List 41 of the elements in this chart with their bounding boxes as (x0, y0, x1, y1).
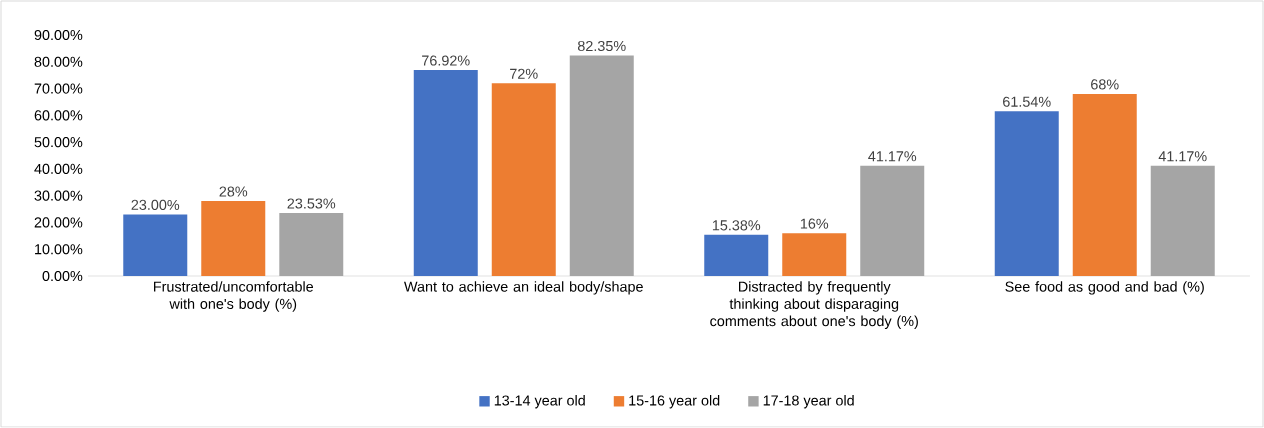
bar (1150, 165, 1215, 276)
y-tick-label: 30.00% (34, 190, 83, 201)
bar (1072, 93, 1137, 276)
data-label: 28% (219, 186, 248, 197)
bar (782, 233, 847, 276)
bar (491, 83, 556, 276)
bar (123, 214, 188, 276)
x-tick-label: See food as good and bad (%) (1005, 281, 1204, 295)
bar (279, 212, 344, 276)
y-tick-label: 20.00% (34, 217, 83, 228)
y-tick-label: 90.00% (34, 29, 83, 41)
data-label: 76.92% (422, 55, 470, 66)
bar (860, 165, 925, 276)
data-label: 41.17% (868, 151, 917, 162)
data-label: 68% (1091, 79, 1119, 90)
y-tick-label: 40.00% (34, 163, 83, 174)
data-label: 41.17% (1158, 151, 1207, 162)
y-tick-label: 50.00% (34, 137, 83, 148)
bar (994, 111, 1059, 276)
y-tick-label: 10.00% (35, 244, 83, 255)
data-label: 61.54% (1003, 96, 1051, 107)
x-tick-label: Frustrated/uncomfortable with one's body (%) (154, 281, 314, 312)
data-label: 15.38% (712, 220, 761, 231)
bar (413, 70, 478, 276)
data-label: 72% (510, 68, 538, 79)
data-label: 82.35% (577, 40, 626, 52)
y-tick-label: 70.00% (34, 83, 83, 94)
y-tick-label: 80.00% (34, 56, 83, 67)
bar (704, 234, 769, 276)
data-label: 23.00% (131, 199, 180, 210)
data-label: 23.53% (287, 198, 336, 209)
y-tick-label: 0.00% (42, 270, 83, 282)
legend-label: 17-18 year old (763, 394, 854, 409)
bar (569, 55, 634, 276)
x-tick-label: Want to achieve an ideal body/shape (404, 281, 643, 295)
x-tick-label: Distracted by frequently thinking about disparaging comments about one's body (%) (710, 281, 918, 329)
y-tick-label: 60.00% (34, 110, 83, 121)
bar (201, 201, 266, 276)
legend-label: 15-16 year old (629, 394, 720, 409)
data-label: 16% (800, 218, 829, 229)
legend-label: 13-14 year old (494, 394, 585, 409)
